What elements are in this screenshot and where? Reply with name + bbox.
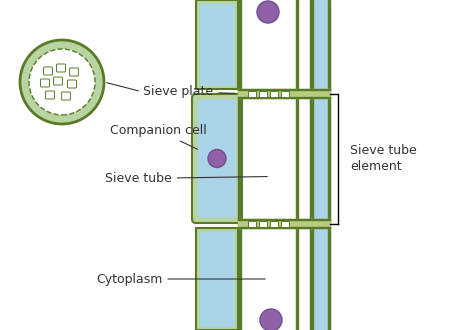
Bar xyxy=(238,89,330,98)
Bar xyxy=(200,232,235,326)
Circle shape xyxy=(260,309,282,330)
FancyBboxPatch shape xyxy=(67,80,77,88)
FancyBboxPatch shape xyxy=(57,64,65,72)
Bar xyxy=(310,0,313,330)
Bar xyxy=(270,91,278,97)
Bar xyxy=(238,0,241,330)
Bar xyxy=(238,219,330,228)
FancyBboxPatch shape xyxy=(41,79,49,87)
Bar xyxy=(200,4,235,85)
Bar xyxy=(196,0,238,89)
Text: Cytoplasm: Cytoplasm xyxy=(96,273,265,285)
Bar xyxy=(259,91,266,97)
Bar xyxy=(238,227,330,228)
Text: Sieve tube
element: Sieve tube element xyxy=(350,145,417,173)
FancyBboxPatch shape xyxy=(197,100,236,217)
FancyBboxPatch shape xyxy=(70,68,78,76)
Text: Sieve plate: Sieve plate xyxy=(143,85,235,98)
Bar xyxy=(280,221,289,227)
FancyBboxPatch shape xyxy=(46,91,54,99)
Bar xyxy=(270,221,278,227)
FancyBboxPatch shape xyxy=(53,77,63,85)
Bar xyxy=(310,0,330,330)
Bar xyxy=(259,221,266,227)
Bar xyxy=(238,97,330,98)
Bar xyxy=(238,219,330,220)
Bar xyxy=(238,89,330,90)
Bar xyxy=(248,221,255,227)
Circle shape xyxy=(208,149,226,168)
FancyBboxPatch shape xyxy=(192,94,242,223)
FancyBboxPatch shape xyxy=(43,67,53,75)
Bar xyxy=(248,91,255,97)
Circle shape xyxy=(257,1,279,23)
Text: Sieve tube: Sieve tube xyxy=(105,172,267,185)
Circle shape xyxy=(29,49,95,115)
Bar xyxy=(196,228,238,330)
Circle shape xyxy=(20,40,104,124)
Text: Companion cell: Companion cell xyxy=(110,124,207,149)
Bar xyxy=(238,0,298,330)
Bar xyxy=(296,0,298,330)
Bar xyxy=(280,91,289,97)
FancyBboxPatch shape xyxy=(61,92,71,100)
Bar xyxy=(327,0,330,330)
